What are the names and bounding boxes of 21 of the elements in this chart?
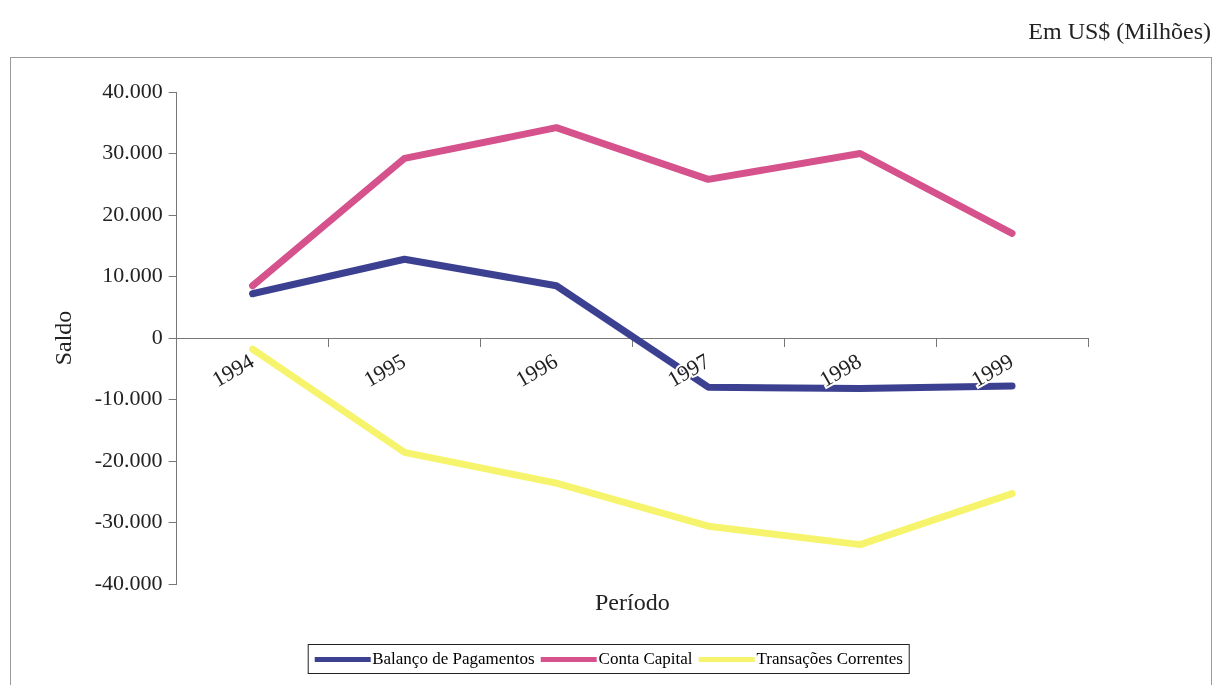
x-tick-label: 1995 [359,348,410,392]
y-tick-label: -20.000 [94,446,163,472]
y-axis-title: Saldo [49,310,76,366]
y-tick-label: -40.000 [94,569,163,595]
x-tick-label: 1997 [663,348,714,392]
y-tick-label: 40.000 [102,77,163,103]
y-tick-label: 10.000 [102,262,163,288]
y-tick-label: 30.000 [102,139,163,165]
x-axis-title: Período [594,589,670,616]
x-tick-label: 1996 [511,348,562,392]
x-tick-label: 1994 [207,348,258,392]
y-tick-label: -10.000 [94,385,163,411]
legend-label: Balanço de Pagamentos [372,649,535,669]
y-tick-label: -30.000 [94,508,163,534]
legend-label: Transações Correntes [756,649,903,669]
text: Em US$ (Milhões) [1028,18,1211,45]
x-tick-label: 1999 [966,348,1018,392]
x-tick-label: 1998 [814,348,866,392]
y-tick-label: 0 [151,323,163,349]
y-tick-label: 20.000 [102,200,163,226]
legend-label: Conta Capital [598,649,693,669]
